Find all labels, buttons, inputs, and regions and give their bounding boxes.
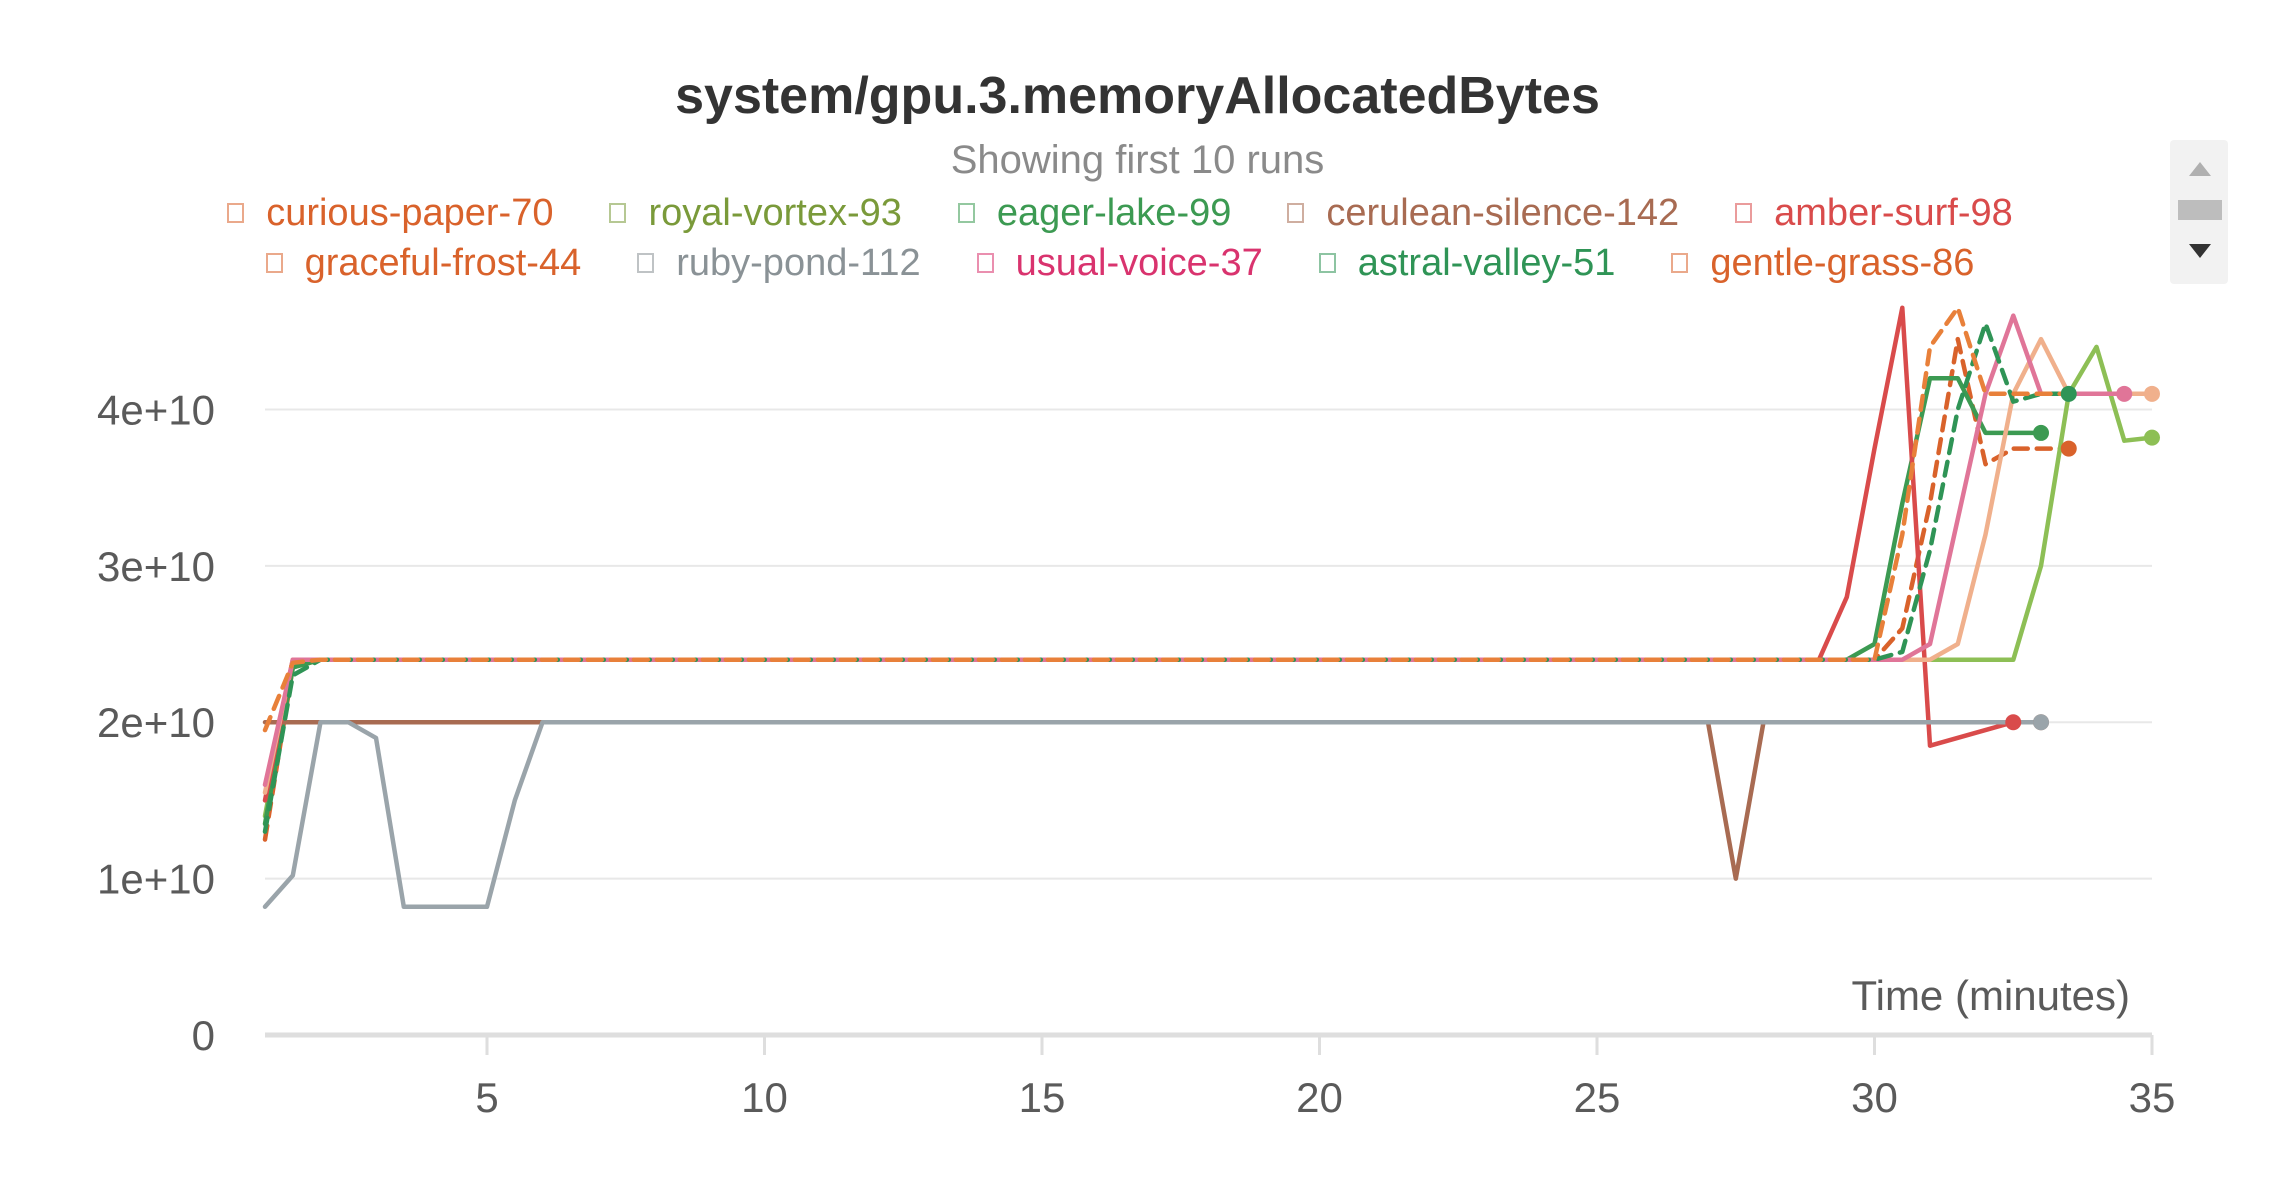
series-line-cerulean-silence-142 — [262, 719, 2044, 881]
legend-label: eager-lake-99 — [996, 191, 1232, 234]
legend: curious-paper-70 royal-vortex-93 eager-lak… — [80, 188, 2160, 288]
series-line-ruby-pond-112 — [262, 719, 2044, 910]
series-line-curious-paper-70 — [262, 336, 2072, 842]
legend-scrollbar[interactable] — [2170, 140, 2228, 284]
legend-item[interactable]: amber-surf-98 — [1735, 192, 2013, 235]
x-tick-label: 35 — [2129, 1074, 2176, 1121]
legend-item[interactable]: usual-voice-37 — [976, 241, 1263, 285]
legend-swatch-icon — [637, 253, 655, 273]
legend-swatch-icon — [976, 253, 994, 273]
scroll-down-icon[interactable] — [2189, 244, 2211, 258]
legend-swatch-icon — [1671, 253, 1689, 273]
legend-row: curious-paper-70 royal-vortex-93 eager-lak… — [80, 188, 2160, 238]
chart-title: system/gpu.3.memoryAllocatedBytes — [675, 67, 1600, 125]
y-tick-label: 2e+10 — [97, 699, 215, 746]
y-tick-label: 4e+10 — [97, 386, 215, 433]
scroll-up-icon[interactable] — [2189, 162, 2211, 176]
end-point-royal-vortex-93 — [2144, 429, 2160, 446]
legend-label: cerulean-silence-142 — [1326, 191, 1680, 234]
legend-label: graceful-frost-44 — [304, 241, 582, 284]
legend-swatch-icon — [1318, 253, 1336, 273]
legend-label: curious-paper-70 — [266, 191, 554, 234]
series-line-eager-lake-99 — [262, 375, 2044, 827]
legend-label: astral-valley-51 — [1357, 241, 1616, 284]
axes: 0 1e+10 2e+10 3e+10 4e+10 5 10 15 20 25 30 35 — [97, 386, 2175, 1121]
y-tick-label: 0 — [192, 1012, 215, 1059]
legend-item[interactable]: gentle-grass-86 — [1671, 242, 1974, 285]
series-line-gentle-grass-86 — [262, 305, 2072, 733]
legend-item[interactable]: curious-paper-70 — [227, 192, 553, 235]
x-tick-label: 25 — [1574, 1074, 1621, 1121]
x-tick-label: 5 — [475, 1074, 498, 1121]
legend-swatch-icon — [957, 203, 975, 223]
end-point-amber-surf-98 — [2005, 714, 2022, 731]
x-tick-label: 10 — [741, 1074, 788, 1121]
legend-swatch-icon — [227, 203, 245, 223]
end-point-astral-valley-51 — [2060, 385, 2077, 402]
legend-swatch-icon — [609, 203, 627, 223]
legend-label: usual-voice-37 — [1015, 241, 1263, 284]
legend-item[interactable]: ruby-pond-112 — [637, 241, 921, 285]
x-tick-label: 20 — [1296, 1074, 1343, 1121]
x-axis-label: Time (minutes) — [1852, 972, 2130, 1019]
end-point-curious-paper-70 — [2060, 440, 2077, 457]
x-tick-label: 30 — [1851, 1074, 1898, 1121]
y-tick-label: 3e+10 — [97, 543, 215, 590]
legend-item[interactable]: astral-valley-51 — [1318, 241, 1616, 285]
legend-item[interactable]: royal-vortex-93 — [609, 191, 902, 235]
legend-item[interactable]: eager-lake-99 — [957, 191, 1232, 235]
legend-item[interactable]: graceful-frost-44 — [265, 241, 582, 285]
legend-row: graceful-frost-44 ruby-pond-112 usual-voic… — [80, 238, 2160, 288]
end-point-eager-lake-99 — [2033, 424, 2049, 441]
series-line-royal-vortex-93 — [262, 344, 2155, 819]
legend-label: ruby-pond-112 — [676, 241, 921, 284]
legend-swatch-icon — [1735, 203, 1753, 223]
series-line-usual-voice-37 — [262, 313, 2127, 788]
y-tick-label: 1e+10 — [97, 856, 215, 903]
chart-subtitle: Showing first 10 runs — [950, 138, 1325, 182]
legend-label: royal-vortex-93 — [648, 191, 902, 234]
legend-label: gentle-grass-86 — [1710, 241, 1975, 284]
legend-swatch-icon — [1287, 203, 1305, 223]
series-line-astral-valley-51 — [262, 321, 2072, 834]
series-line-amber-surf-98 — [262, 305, 2016, 803]
legend-item[interactable]: cerulean-silence-142 — [1287, 192, 1679, 235]
end-point-ruby-pond-112 — [2033, 714, 2049, 731]
end-point-graceful-frost-44 — [2144, 385, 2160, 402]
end-point-usual-voice-37 — [2116, 385, 2133, 402]
legend-label: amber-surf-98 — [1774, 191, 2013, 234]
series-lines — [262, 305, 2155, 910]
x-tick-label: 15 — [1019, 1074, 1066, 1121]
scroll-thumb[interactable] — [2178, 200, 2222, 220]
legend-swatch-icon — [265, 253, 283, 273]
series-end-markers — [2005, 385, 2160, 731]
